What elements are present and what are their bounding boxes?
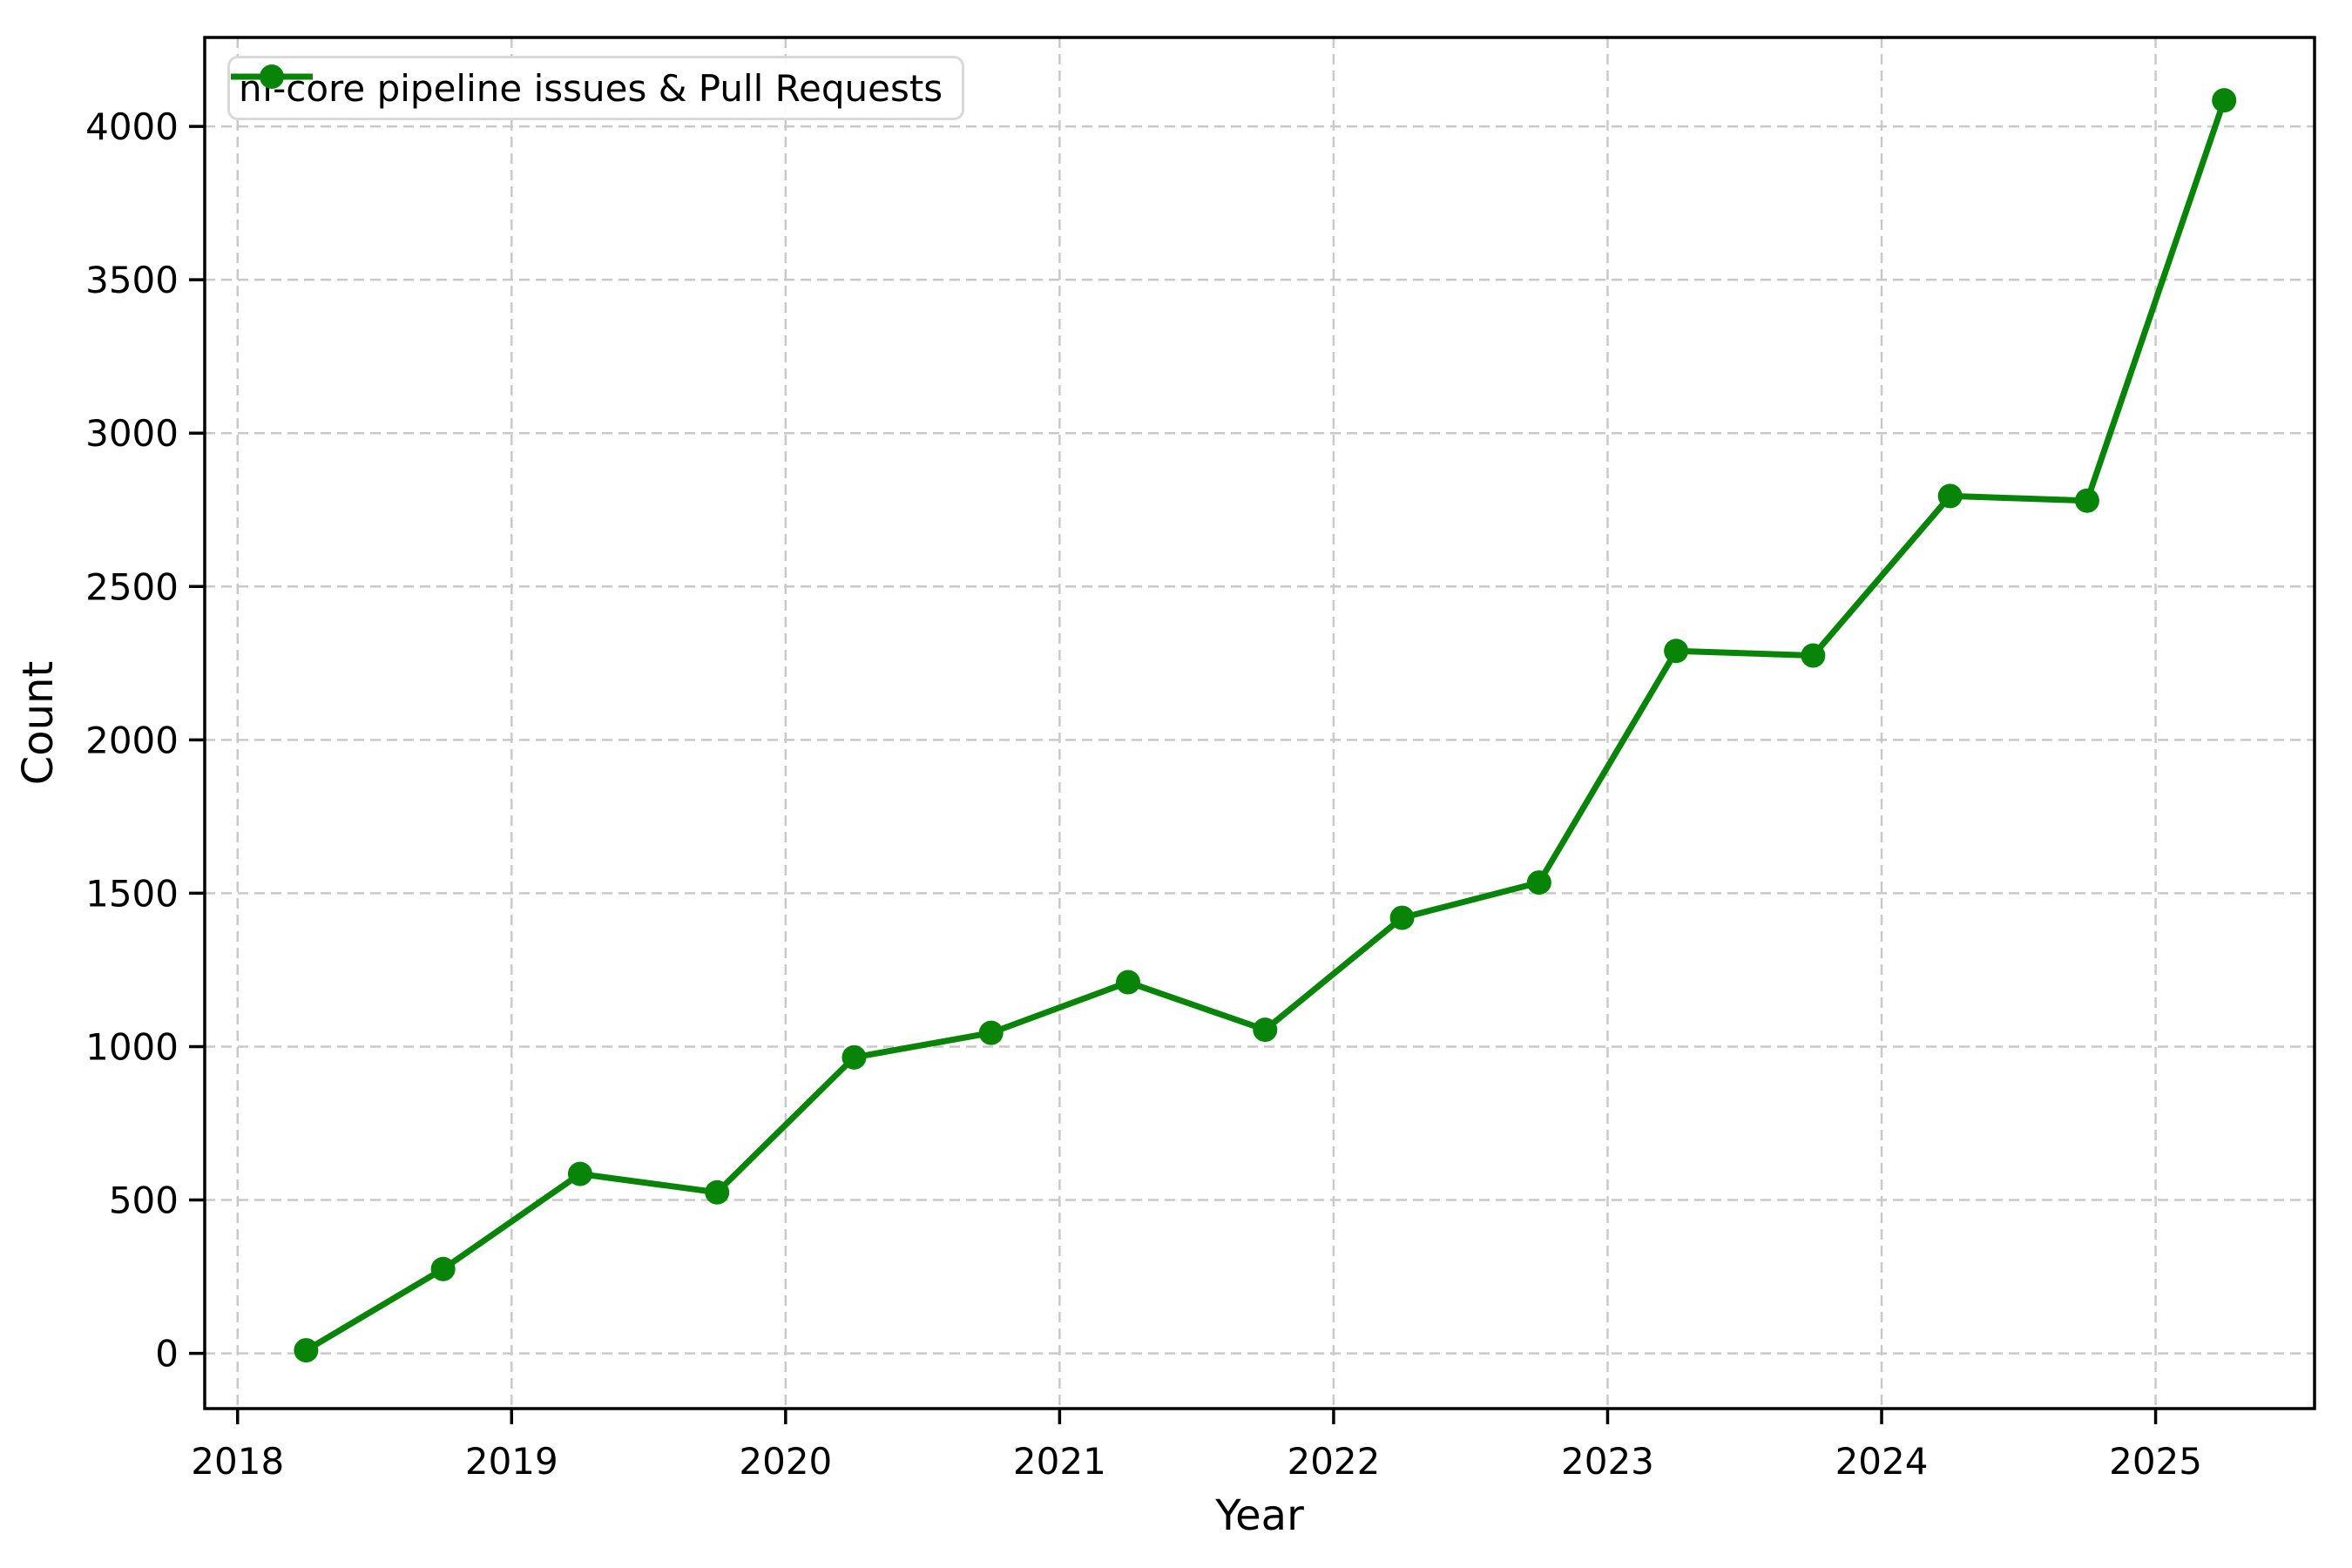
data-point [1801,643,1826,668]
legend: nf-core pipeline issues & Pull Requests [227,56,965,120]
data-point [1116,970,1141,995]
x-tick-label: 2022 [1287,1440,1380,1483]
x-tick-label: 2025 [2109,1440,2202,1483]
x-tick-label: 2024 [1835,1440,1929,1483]
data-point [841,1044,867,1070]
data-point [1937,483,1963,509]
data-line [302,97,2227,1354]
y-tick-label: 1500 [85,872,179,915]
data-point [294,1338,319,1363]
y-tick-label: 2500 [85,565,179,608]
plot-border [203,36,2316,1410]
y-tick-label: 500 [109,1179,179,1222]
y-tick-label: 0 [155,1333,179,1375]
y-tick-label: 2000 [85,719,179,761]
data-point [567,1161,592,1186]
x-axis-label: Year [1215,1491,1304,1540]
x-tick-label: 2021 [1013,1440,1106,1483]
y-axis-label-text: Count [14,660,63,786]
y-tick-label: 1000 [85,1025,179,1068]
data-point [978,1020,1004,1045]
data-point [2212,88,2237,113]
x-tick-label: 2023 [1561,1440,1654,1483]
y-tick-label: 4000 [85,105,179,148]
y-tick-label: 3500 [85,259,179,301]
data-point [1664,639,1689,664]
data-point [1253,1017,1278,1043]
legend-marker-dot [260,64,284,89]
x-tick-label: 2018 [191,1440,284,1483]
x-tick-label: 2020 [739,1440,832,1483]
legend-line-marker-icon [231,64,313,89]
data-point [1389,905,1415,930]
data-point [1526,870,1551,896]
data-point [705,1179,730,1205]
data-point [2074,488,2099,513]
data-point [430,1256,456,1281]
legend-label: nf-core pipeline issues & Pull Requests [239,66,943,110]
x-tick-label: 2019 [465,1440,558,1483]
y-tick-label: 3000 [85,412,179,455]
